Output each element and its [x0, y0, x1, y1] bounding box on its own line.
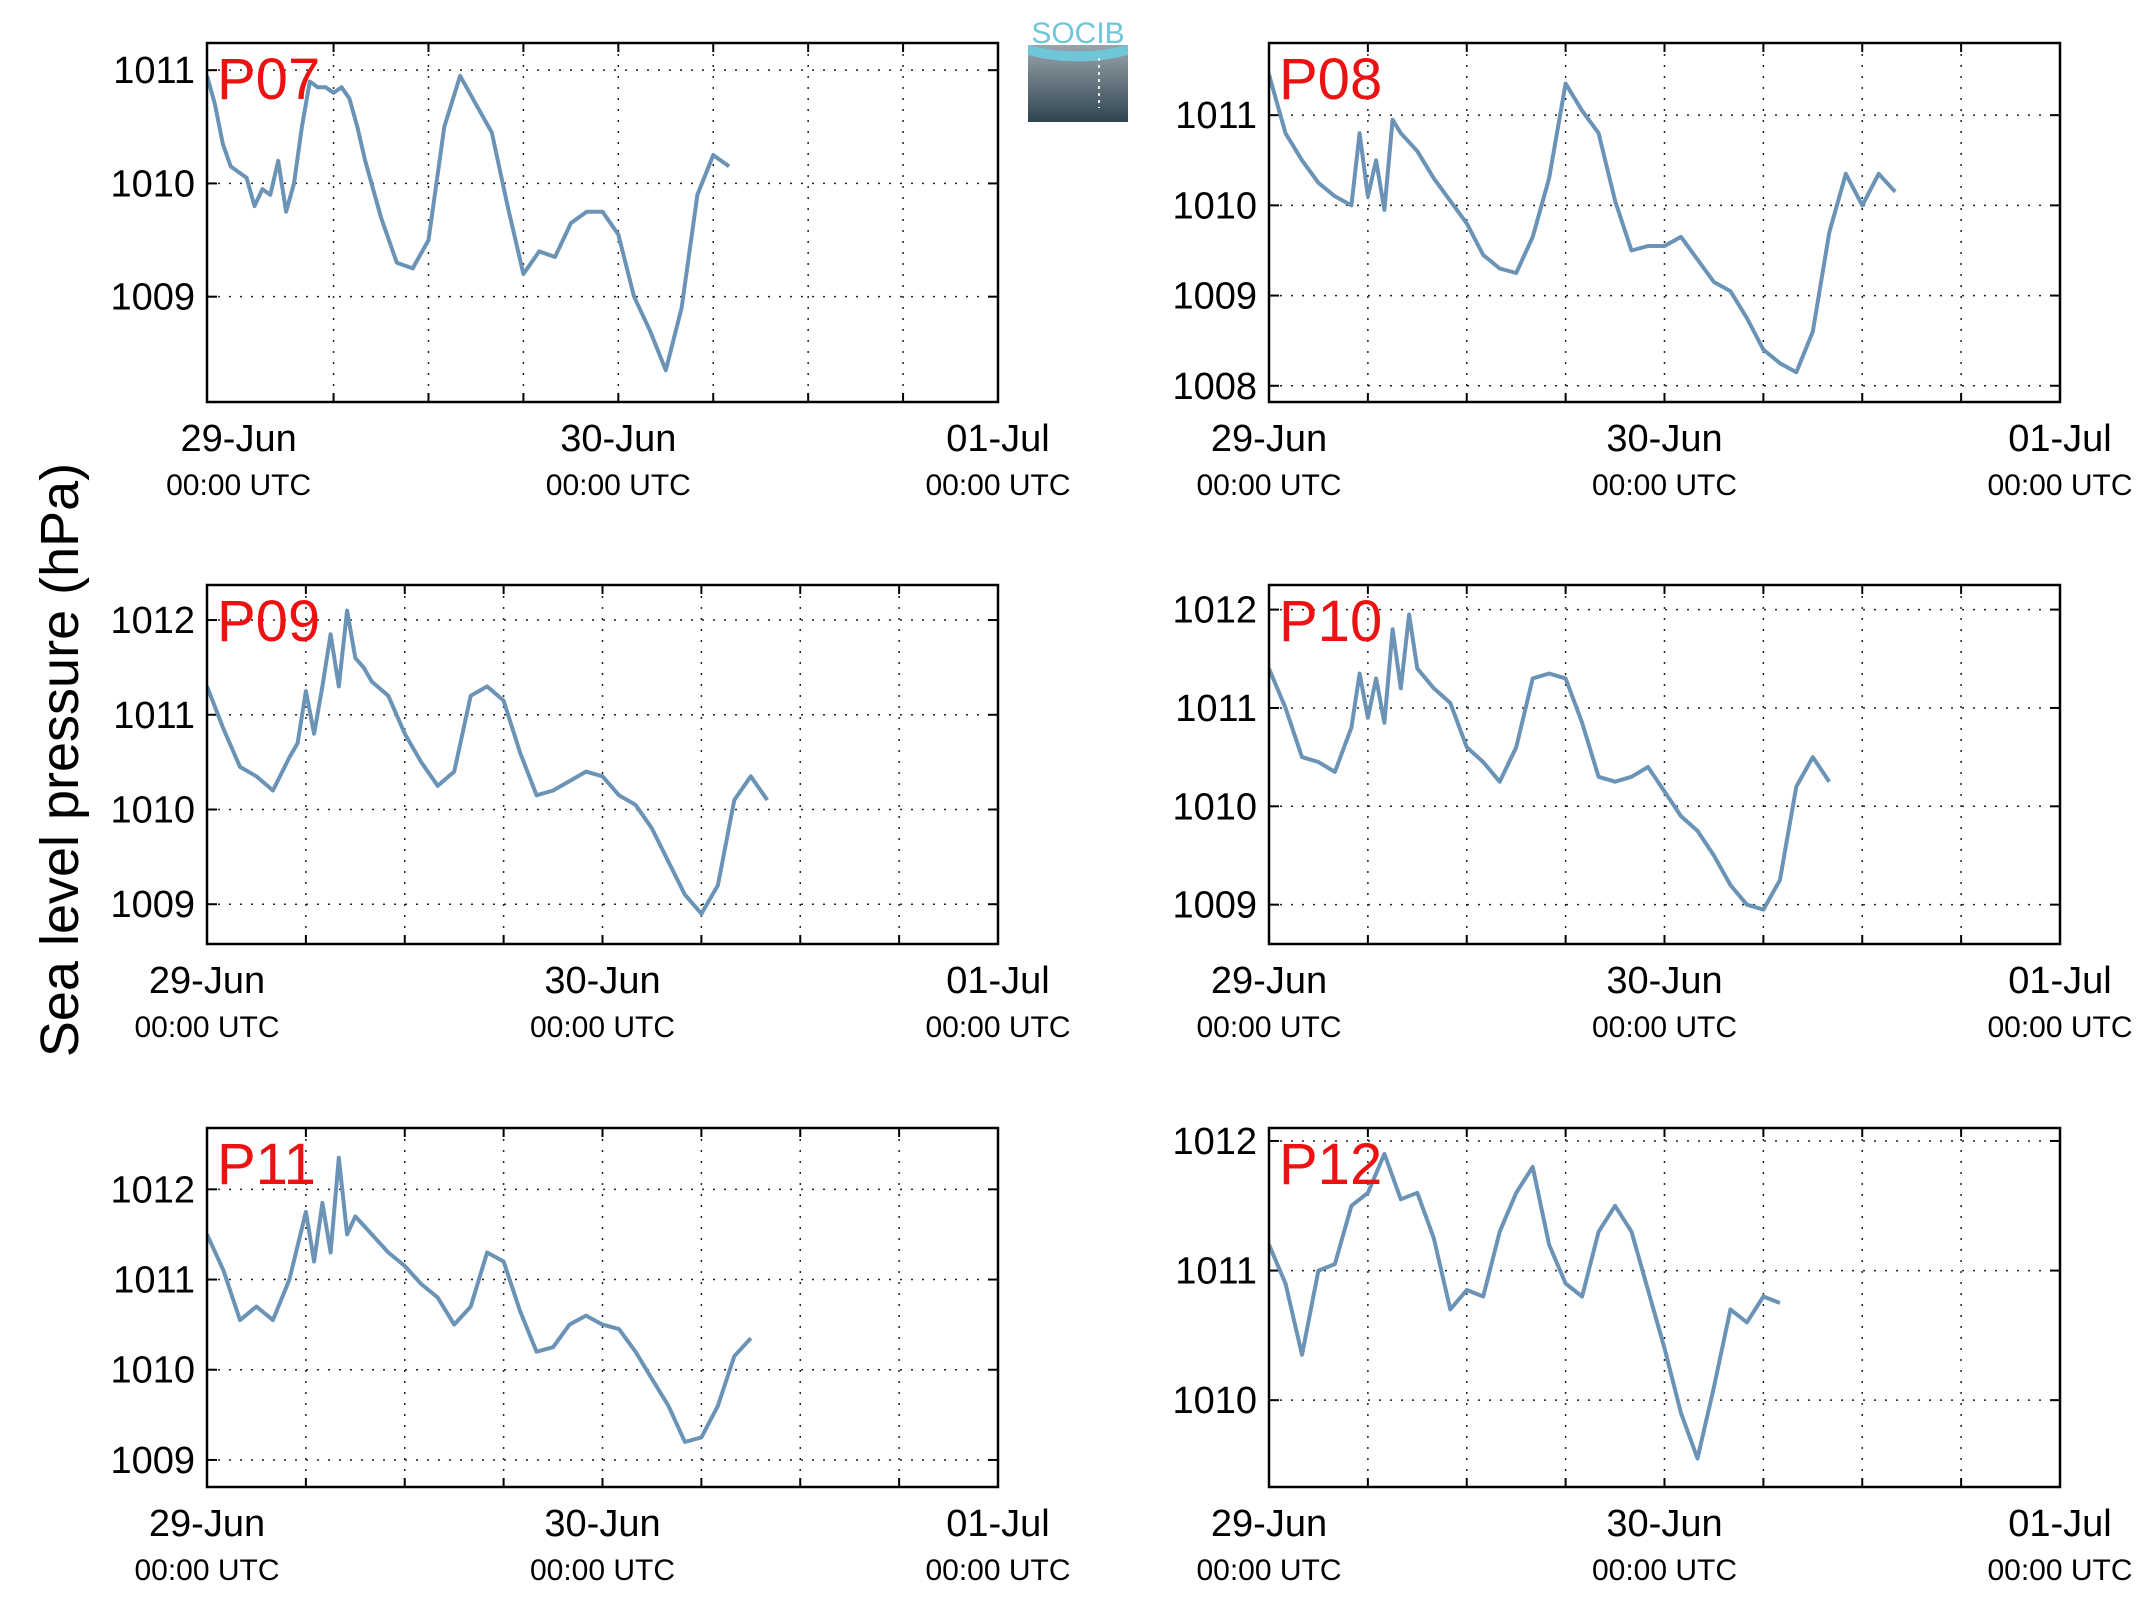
- station-label: P08: [1279, 47, 1382, 112]
- x-tick-label-time: 00:00 UTC: [1196, 1554, 1341, 1587]
- x-tick-label-time: 00:00 UTC: [1196, 1011, 1341, 1044]
- x-tick-label-date: 30-Jun: [1606, 418, 1722, 460]
- x-tick-label-time: 00:00 UTC: [925, 1011, 1070, 1044]
- panel-p08: 1008 1009 1010 1011 29-Jun 00:00 UTC 30-Jun 00:…: [1172, 41, 2133, 502]
- x-tick-label-date: 01-Jul: [946, 418, 1050, 460]
- station-label: P12: [1279, 1132, 1382, 1197]
- panel-p12: 1010 1011 1012 29-Jun 00:00 UTC 30-Jun 00:00 U…: [1172, 1121, 2132, 1587]
- x-tick-label-time: 00:00 UTC: [1987, 1011, 2132, 1044]
- y-tick-label: 1012: [1172, 590, 1257, 632]
- panel-p11: 1009 1010 1011 1012 29-Jun 00:00 UTC 30-Jun 00:…: [110, 1126, 1071, 1587]
- socib-logo: SOCIB: [1028, 17, 1128, 122]
- axes-box: [1267, 1126, 2062, 1489]
- axes-box: [205, 41, 1000, 404]
- station-label: P09: [217, 589, 320, 654]
- y-tick-label: 1009: [110, 884, 195, 926]
- x-tick-label-time: 00:00 UTC: [925, 469, 1070, 502]
- y-tick-label: 1009: [1172, 276, 1257, 318]
- series-line: [207, 1155, 753, 1444]
- y-tick-label: 1010: [110, 1350, 195, 1392]
- y-axis-label: Sea level pressure (hPa): [30, 463, 90, 1057]
- x-tick-label-time: 00:00 UTC: [1987, 469, 2132, 502]
- panel-p10: 1009 1010 1011 1012 29-Jun 00:00 UTC 30-Jun 00:…: [1172, 583, 2133, 1044]
- x-tick-label-date: 30-Jun: [544, 1503, 660, 1545]
- y-tick-label: 1011: [113, 695, 195, 737]
- y-tick-label: 1011: [1175, 1251, 1257, 1293]
- y-tick-label: 1010: [1172, 1380, 1257, 1422]
- station-label: P11: [217, 1132, 316, 1197]
- x-tick-label-date: 30-Jun: [1606, 960, 1722, 1002]
- y-tick-label: 1010: [1172, 786, 1257, 828]
- logo-text: SOCIB: [1031, 17, 1124, 50]
- x-tick-label-date: 30-Jun: [544, 960, 660, 1002]
- y-tick-label: 1012: [110, 1169, 195, 1211]
- y-tick-label: 1012: [110, 600, 195, 642]
- station-label: P07: [217, 47, 320, 112]
- series-line: [207, 73, 731, 373]
- x-tick-label-date: 01-Jul: [2008, 418, 2112, 460]
- y-tick-label: 1010: [110, 163, 195, 205]
- x-tick-label-date: 29-Jun: [1211, 418, 1327, 460]
- x-tick-label-date: 01-Jul: [2008, 1503, 2112, 1545]
- series-line: [1269, 612, 1831, 912]
- x-tick-label-time: 00:00 UTC: [530, 1011, 675, 1044]
- x-tick-label-date: 29-Jun: [149, 1503, 265, 1545]
- x-tick-label-date: 30-Jun: [560, 418, 676, 460]
- panel-p07: 1009 1010 1011 29-Jun 00:00 UTC 30-Jun 00:00 U…: [110, 41, 1071, 502]
- x-tick-label-time: 00:00 UTC: [1592, 1554, 1737, 1587]
- x-tick-label-date: 01-Jul: [946, 960, 1050, 1002]
- x-tick-label-time: 00:00 UTC: [530, 1554, 675, 1587]
- y-tick-label: 1010: [1172, 185, 1257, 227]
- x-tick-label-date: 29-Jun: [1211, 960, 1327, 1002]
- x-tick-label-date: 01-Jul: [2008, 960, 2112, 1002]
- x-tick-label-time: 00:00 UTC: [166, 469, 311, 502]
- x-tick-label-time: 00:00 UTC: [1592, 1011, 1737, 1044]
- y-tick-label: 1011: [1175, 688, 1257, 730]
- panels: 1009 1010 1011 29-Jun 00:00 UTC 30-Jun 00:00 U…: [110, 41, 2133, 1587]
- x-tick-label-time: 00:00 UTC: [925, 1554, 1070, 1587]
- y-tick-label: 1009: [110, 277, 195, 319]
- x-tick-label-time: 00:00 UTC: [546, 469, 691, 502]
- y-tick-label: 1008: [1172, 366, 1257, 408]
- series-line: [207, 608, 769, 916]
- x-tick-label-time: 00:00 UTC: [1987, 1554, 2132, 1587]
- series-line: [1269, 74, 1897, 375]
- x-tick-label-date: 01-Jul: [946, 1503, 1050, 1545]
- y-tick-label: 1011: [113, 50, 195, 92]
- logo-wave: [1028, 45, 1128, 62]
- y-tick-label: 1009: [110, 1440, 195, 1482]
- x-tick-label-date: 29-Jun: [149, 960, 265, 1002]
- x-tick-label-time: 00:00 UTC: [134, 1011, 279, 1044]
- axes-box: [1267, 583, 2062, 946]
- y-tick-label: 1009: [1172, 885, 1257, 927]
- x-tick-label-time: 00:00 UTC: [134, 1554, 279, 1587]
- y-tick-label: 1010: [110, 789, 195, 831]
- y-tick-label: 1011: [113, 1260, 195, 1302]
- axes-box: [205, 1126, 1000, 1489]
- x-tick-label-time: 00:00 UTC: [1196, 469, 1341, 502]
- x-tick-label-date: 29-Jun: [181, 418, 297, 460]
- axes-box: [205, 583, 1000, 946]
- x-tick-label-date: 29-Jun: [1211, 1503, 1327, 1545]
- x-tick-label-date: 30-Jun: [1606, 1503, 1722, 1545]
- series-line: [1269, 1151, 1781, 1461]
- axes-box: [1267, 41, 2062, 404]
- y-tick-label: 1012: [1172, 1121, 1257, 1163]
- panel-p09: 1009 1010 1011 1012 29-Jun 00:00 UTC 30-Jun 00:…: [110, 583, 1071, 1044]
- y-tick-label: 1011: [1175, 95, 1257, 137]
- station-label: P10: [1279, 589, 1382, 654]
- x-tick-label-time: 00:00 UTC: [1592, 469, 1737, 502]
